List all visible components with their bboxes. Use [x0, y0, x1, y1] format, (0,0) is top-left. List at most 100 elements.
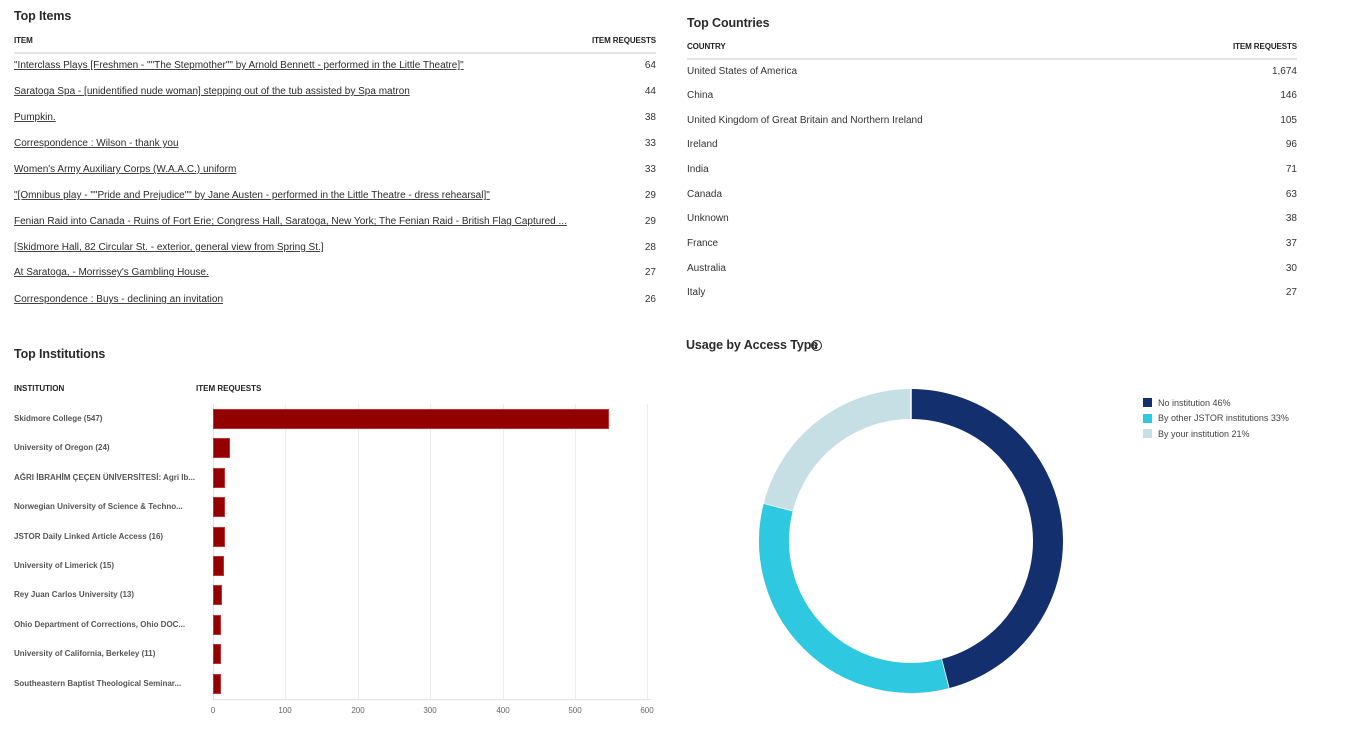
- table-row: United Kingdom of Great Britain and Nort…: [687, 115, 1297, 129]
- item-requests-value: 28: [644, 242, 656, 253]
- item-requests-value: 33: [644, 138, 656, 149]
- institution-bar[interactable]: [213, 438, 230, 458]
- country-name: India: [687, 164, 709, 175]
- x-axis-tick: 400: [496, 706, 510, 715]
- grid-line: [358, 404, 359, 700]
- info-icon[interactable]: [811, 340, 822, 351]
- institution-label: Rey Juan Carlos University (13): [14, 590, 135, 599]
- item-link[interactable]: Correspondence : Wilson - thank you: [14, 138, 179, 149]
- table-row: At Saratoga, - Morrissey's Gambling Hous…: [14, 267, 656, 281]
- institution-label: Norwegian University of Science & Techno…: [14, 502, 183, 511]
- item-requests-value: 26: [644, 294, 656, 305]
- institution-label: University of Oregon (24): [14, 443, 110, 452]
- access-type-legend: No institution 46% By other JSTOR institu…: [1143, 395, 1289, 442]
- table-row: "[Omnibus play - ""Pride and Prejudice""…: [14, 190, 656, 204]
- table-row: [Skidmore Hall, 82 Circular St. - exteri…: [14, 242, 656, 256]
- institution-bar[interactable]: [213, 468, 225, 488]
- table-row: Fenian Raid into Canada - Ruins of Fort …: [14, 216, 656, 230]
- donut-segment[interactable]: [910, 389, 1063, 689]
- legend-item[interactable]: No institution 46%: [1143, 395, 1289, 411]
- column-header-item-requests: ITEM REQUESTS: [1232, 42, 1297, 51]
- country-requests-value: 63: [1285, 189, 1297, 200]
- institution-bar[interactable]: [213, 527, 225, 547]
- top-countries-title: Top Countries: [687, 16, 770, 30]
- institution-bar[interactable]: [213, 644, 221, 664]
- country-requests-value: 96: [1285, 139, 1297, 150]
- country-requests-value: 105: [1280, 115, 1297, 126]
- table-row: Unknown 38: [687, 213, 1297, 227]
- donut-segment[interactable]: [763, 389, 912, 511]
- item-link[interactable]: Saratoga Spa - [unidentified nude woman]…: [14, 86, 410, 97]
- top-countries-header: COUNTRY ITEM REQUESTS: [687, 38, 1297, 60]
- institution-bar[interactable]: [213, 585, 222, 605]
- institution-label: AĞRI İBRAHİM ÇEÇEN ÜNİVERSİTESİ: Agri Ib…: [14, 473, 196, 482]
- item-link[interactable]: Women's Army Auxiliary Corps (W.A.A.C.) …: [14, 164, 237, 175]
- institution-bar[interactable]: [213, 409, 609, 429]
- column-header-institution: INSTITUTION: [14, 384, 65, 393]
- institution-label: JSTOR Daily Linked Article Access (16): [14, 532, 164, 541]
- access-type-title: Usage by Access Type: [686, 338, 819, 352]
- item-link[interactable]: Pumpkin.: [14, 112, 56, 123]
- institution-bar[interactable]: [213, 497, 225, 517]
- institution-label: University of Limerick (15): [14, 561, 115, 570]
- legend-item[interactable]: By your institution 21%: [1143, 426, 1289, 442]
- country-name: China: [687, 90, 714, 101]
- grid-line: [213, 404, 214, 700]
- item-link[interactable]: "Interclass Plays [Freshmen - ""The Step…: [14, 60, 464, 71]
- donut-segment[interactable]: [759, 503, 949, 693]
- top-items-header: ITEM ITEM REQUESTS: [14, 32, 656, 54]
- item-requests-value: 33: [644, 164, 656, 175]
- table-row: Italy 27: [687, 287, 1297, 301]
- grid-line: [503, 404, 504, 700]
- country-requests-value: 30: [1285, 263, 1297, 274]
- table-row: Women's Army Auxiliary Corps (W.A.A.C.) …: [14, 164, 656, 178]
- table-row: United States of America 1,674: [687, 66, 1297, 80]
- table-row: France 37: [687, 238, 1297, 252]
- item-link[interactable]: Correspondence : Buys - declining an inv…: [14, 294, 224, 305]
- table-row: India 71: [687, 164, 1297, 178]
- grid-line: [647, 404, 648, 700]
- column-header-item: ITEM: [14, 36, 33, 45]
- x-axis-tick: 0: [210, 706, 216, 715]
- institution-bar[interactable]: [213, 556, 224, 576]
- x-axis-tick: 500: [568, 706, 582, 715]
- legend-label: By your institution 21%: [1158, 428, 1250, 439]
- top-items-title: Top Items: [14, 9, 72, 23]
- institution-bar[interactable]: [213, 615, 221, 635]
- country-name: United Kingdom of Great Britain and Nort…: [687, 115, 923, 126]
- item-requests-value: 29: [644, 190, 656, 201]
- country-name: Unknown: [687, 213, 729, 224]
- item-link[interactable]: [Skidmore Hall, 82 Circular St. - exteri…: [14, 242, 324, 253]
- table-row: Pumpkin. 38: [14, 112, 656, 126]
- x-axis-tick: 300: [423, 706, 437, 715]
- institution-label: Southeastern Baptist Theological Seminar…: [14, 679, 182, 688]
- table-row: China 146: [687, 90, 1297, 104]
- table-row: "Interclass Plays [Freshmen - ""The Step…: [14, 60, 656, 74]
- item-requests-value: 64: [644, 60, 656, 71]
- item-requests-value: 44: [644, 86, 656, 97]
- column-header-item-requests: ITEM REQUESTS: [196, 384, 262, 393]
- country-name: Ireland: [687, 139, 718, 150]
- country-requests-value: 146: [1280, 90, 1297, 101]
- institution-label: Skidmore College (547): [14, 414, 103, 423]
- institution-bar[interactable]: [213, 674, 221, 694]
- legend-swatch: [1143, 398, 1152, 408]
- grid-line: [575, 404, 576, 700]
- item-link[interactable]: "[Omnibus play - ""Pride and Prejudice""…: [14, 190, 490, 201]
- table-row: Saratoga Spa - [unidentified nude woman]…: [14, 86, 656, 100]
- country-requests-value: 37: [1285, 238, 1297, 249]
- x-axis-line: [213, 699, 652, 700]
- legend-label: No institution 46%: [1158, 397, 1231, 408]
- country-name: Canada: [687, 189, 723, 200]
- grid-line: [285, 404, 286, 700]
- country-name: Australia: [687, 263, 726, 274]
- legend-swatch: [1143, 413, 1152, 423]
- legend-label: By other JSTOR institutions 33%: [1158, 413, 1289, 424]
- country-requests-value: 1,674: [1271, 66, 1297, 77]
- item-link[interactable]: Fenian Raid into Canada - Ruins of Fort …: [14, 216, 567, 227]
- institution-label: Ohio Department of Corrections, Ohio DOC…: [14, 620, 186, 629]
- top-institutions-title: Top Institutions: [14, 347, 106, 361]
- item-link[interactable]: At Saratoga, - Morrissey's Gambling Hous…: [14, 267, 209, 278]
- country-name: United States of America: [687, 66, 798, 77]
- legend-item[interactable]: By other JSTOR institutions 33%: [1143, 411, 1289, 427]
